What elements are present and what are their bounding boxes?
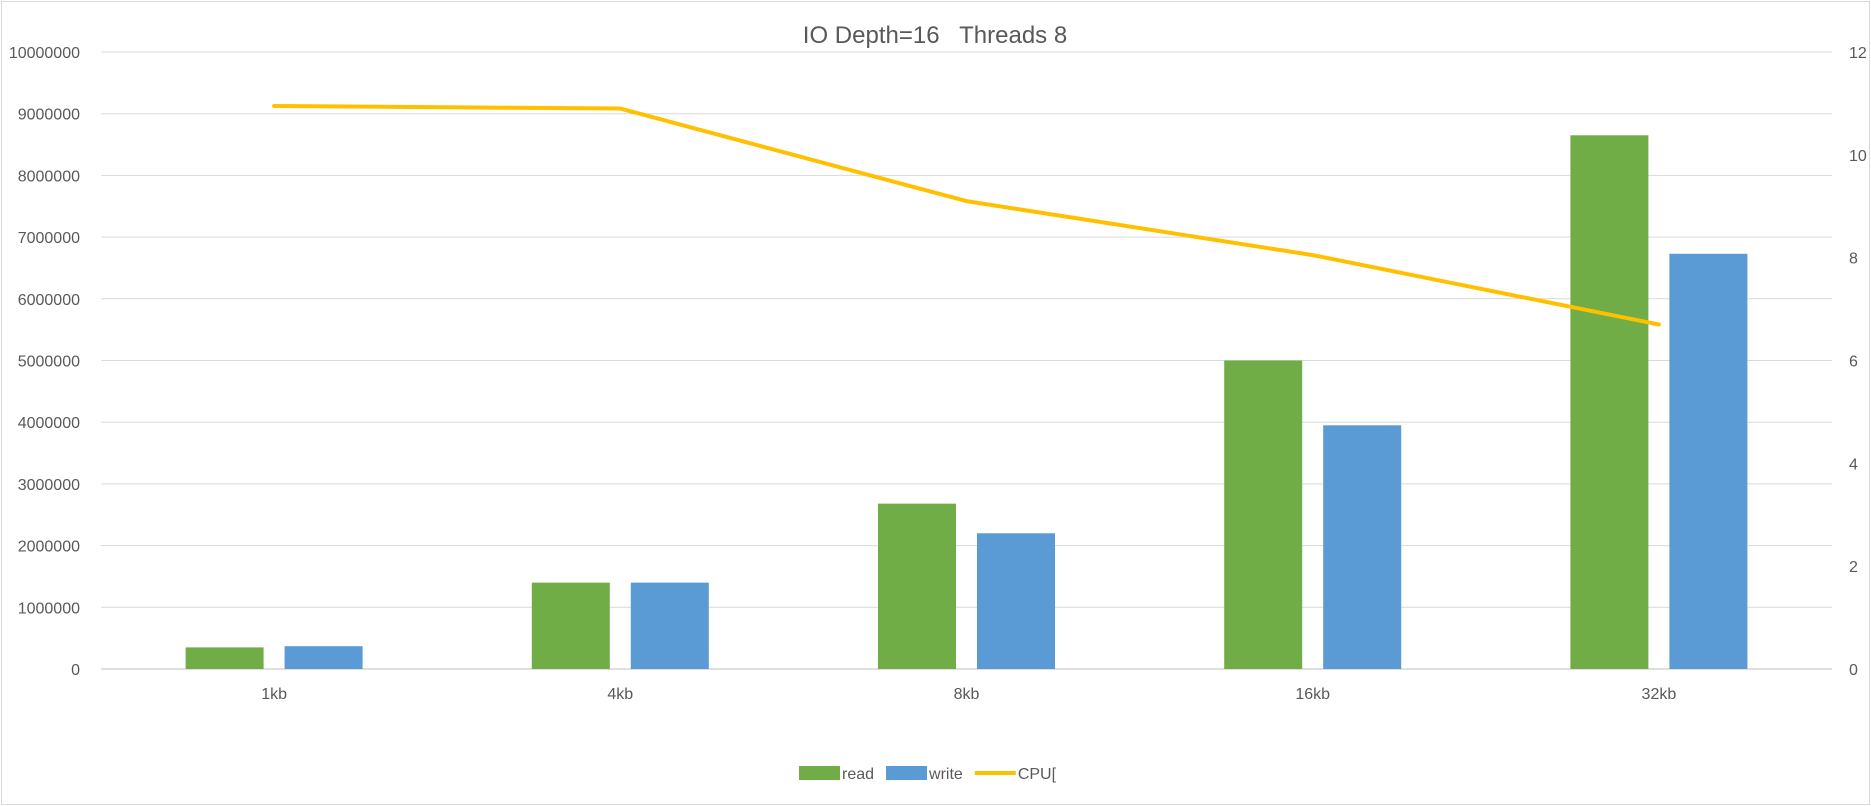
x-tick-label: 4kb — [607, 686, 633, 703]
bar-read — [1224, 360, 1303, 669]
bar-write — [1669, 253, 1748, 669]
line-cpu — [272, 103, 1661, 327]
y-left-tick-label: 0 — [71, 662, 80, 679]
y-right-tick-label: 8 — [1849, 251, 1858, 268]
y-left-tick-label: 10000000 — [9, 45, 80, 62]
y-left-tick-label: 9000000 — [18, 107, 80, 124]
legend-label: write — [928, 766, 963, 783]
bar-read — [185, 647, 264, 669]
y-right-tick-label: 10 — [1849, 148, 1867, 165]
y-left-tick-label: 7000000 — [18, 230, 80, 247]
gridlines — [101, 51, 1832, 670]
legend-swatch-write — [886, 766, 928, 780]
y-right-tick-label: 0 — [1849, 662, 1858, 679]
y-right-tick-label: 12 — [1849, 45, 1867, 62]
x-tick-label: 8kb — [954, 686, 980, 703]
bar-series — [185, 135, 1748, 670]
legend-swatch-read — [799, 766, 840, 780]
bar-read — [878, 503, 956, 669]
y-right-tick-label: 6 — [1849, 354, 1858, 371]
y-left-tick-label: 4000000 — [18, 415, 80, 432]
bar-write — [284, 646, 363, 669]
legend-label: CPU[ — [1018, 766, 1057, 783]
legend-label: read — [842, 766, 874, 783]
legend: read write CPU[ — [799, 766, 1057, 783]
axes: 0 1000000 2000000 3000000 4000000 5000000 6000… — [9, 45, 1867, 703]
chart-title: IO Depth=16 Threads 8 — [803, 22, 1067, 49]
bar-read — [531, 582, 610, 669]
bar-write — [630, 582, 709, 669]
x-tick-label: 16kb — [1295, 686, 1330, 703]
bar-write — [977, 533, 1055, 669]
y-left-tick-label: 6000000 — [18, 292, 80, 309]
y-left-tick-label: 5000000 — [18, 354, 80, 371]
line-series — [272, 103, 1661, 327]
bar-read — [1570, 135, 1649, 670]
y-left-tick-label: 8000000 — [18, 168, 80, 185]
y-left-tick-label: 3000000 — [18, 477, 80, 494]
x-tick-label: 1kb — [261, 686, 287, 703]
y-left-tick-label: 1000000 — [18, 600, 80, 617]
bar-write — [1323, 425, 1402, 669]
x-tick-label: 32kb — [1642, 686, 1677, 703]
y-right-tick-label: 2 — [1849, 559, 1858, 576]
y-left-tick-label: 2000000 — [18, 539, 80, 556]
y-right-tick-label: 4 — [1849, 456, 1858, 473]
